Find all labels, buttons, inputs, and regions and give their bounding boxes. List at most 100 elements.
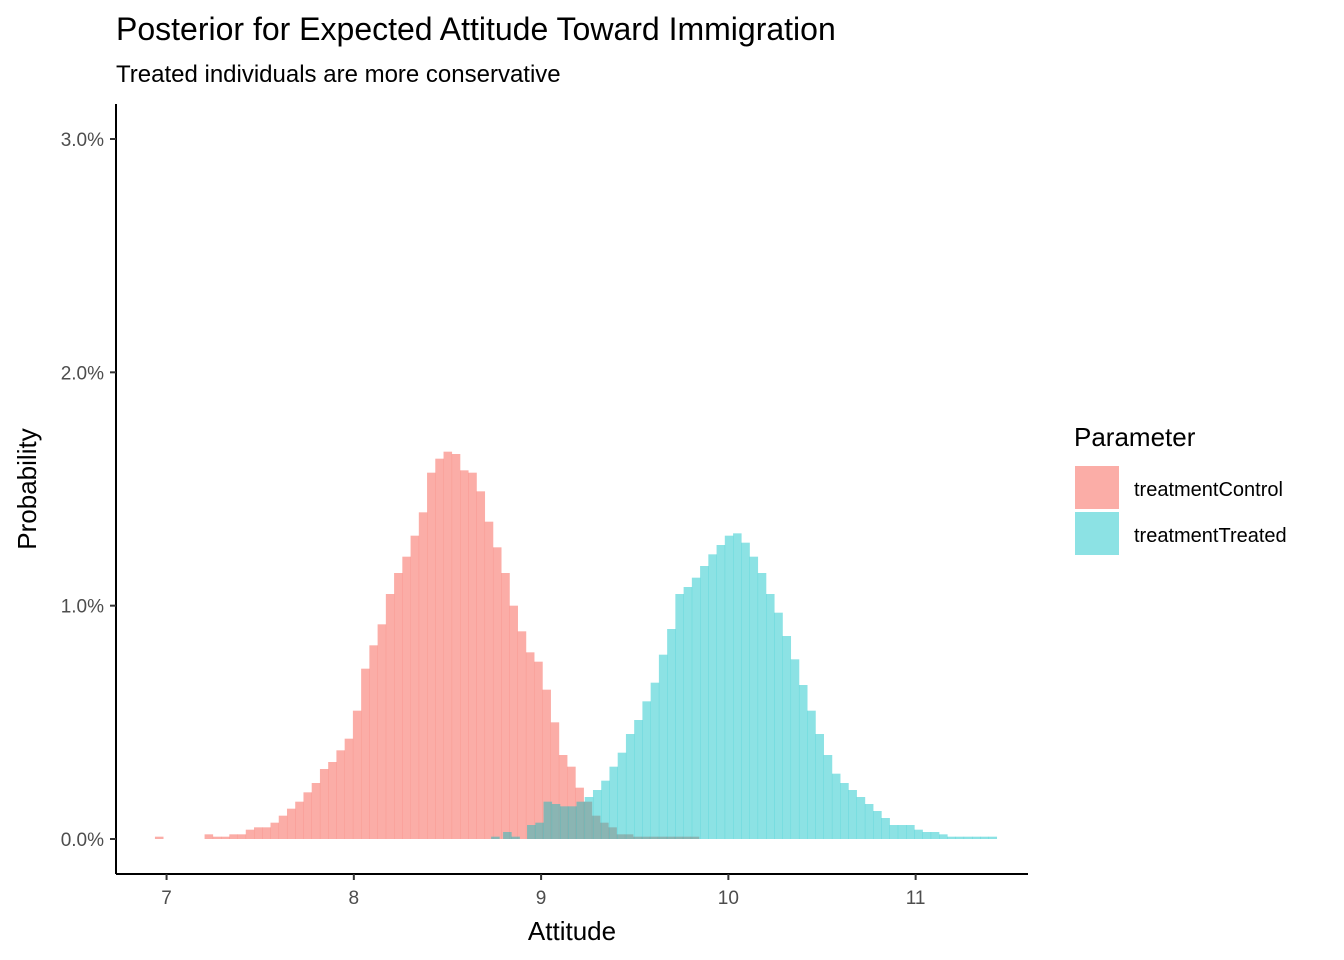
histogram-bar	[575, 787, 584, 839]
x-axis-title: Attitude	[528, 916, 616, 946]
histogram-bar	[980, 836, 989, 839]
histogram-bar	[914, 829, 923, 839]
histogram-bar	[947, 836, 956, 839]
histogram-bar	[245, 829, 255, 839]
histogram-bar	[550, 722, 560, 839]
histogram-bar	[484, 521, 494, 839]
chart-subtitle: Treated individuals are more conservativ…	[116, 61, 561, 88]
histogram-bar	[352, 710, 362, 839]
y-tick-label: 0.0%	[61, 830, 104, 851]
histogram-bar	[543, 801, 553, 839]
histogram-bar	[840, 783, 849, 839]
x-tick-label: 7	[161, 888, 172, 909]
legend-label-treatment-control: treatmentControl	[1134, 479, 1283, 501]
histogram-bar	[560, 806, 569, 839]
histogram-bar	[633, 836, 642, 839]
histogram-bar	[542, 689, 551, 839]
histogram-bar	[625, 734, 635, 839]
histogram-bar	[823, 755, 833, 839]
histogram-bar	[262, 827, 271, 839]
histogram-bar	[237, 834, 247, 839]
histogram-bar	[930, 832, 940, 839]
histogram-bar	[385, 594, 395, 839]
x-tick-label: 10	[718, 888, 739, 909]
histogram-bar	[609, 766, 618, 839]
histogram-bar	[476, 491, 486, 839]
histogram-bar	[741, 542, 750, 839]
histogram-bar	[873, 811, 882, 839]
histogram-bar	[657, 836, 667, 839]
series-treatmentControl	[154, 451, 700, 839]
histogram-bar	[889, 825, 899, 839]
x-tick-label: 9	[536, 888, 547, 909]
histogram-bar	[642, 701, 651, 839]
histogram-bar	[906, 825, 915, 839]
legend-swatch-treatment-treated	[1075, 512, 1119, 555]
histogram-bar	[427, 472, 436, 839]
histogram-bar	[691, 577, 701, 839]
histogram-bar	[567, 766, 576, 839]
histogram-bar	[782, 636, 792, 839]
histogram-bar	[509, 605, 518, 839]
histogram-bar	[757, 573, 767, 839]
x-axis-ticks: 7 8 9 10 11	[161, 874, 926, 909]
histogram-bar	[584, 797, 594, 839]
histogram-bar	[634, 720, 643, 839]
histogram-bar	[667, 629, 676, 839]
histogram-bar	[204, 834, 214, 839]
histogram-bar	[798, 685, 808, 839]
histogram-bar	[856, 797, 866, 839]
histogram-bar	[319, 769, 329, 839]
histogram-bar	[418, 512, 428, 839]
histogram-bar	[682, 836, 692, 839]
histogram-bar	[503, 832, 512, 839]
histogram-bar	[501, 573, 510, 839]
histogram-bar	[551, 804, 561, 839]
histogram-bar	[601, 780, 610, 839]
histogram-bar	[451, 454, 461, 839]
histogram-bar	[939, 834, 948, 839]
histogram-bar	[864, 804, 874, 839]
histogram-bar	[674, 836, 683, 839]
histogram-bar	[666, 836, 675, 839]
histogram-bar	[303, 792, 312, 839]
histogram-bar	[270, 822, 280, 839]
series-treatmentTreated	[491, 533, 998, 839]
histogram-bar	[807, 710, 816, 839]
histogram-bar	[576, 801, 586, 839]
histogram-bar	[558, 755, 568, 839]
histogram-bar	[286, 808, 296, 839]
histogram-bar	[525, 652, 535, 839]
histogram-bar	[683, 587, 693, 839]
histogram-bar	[527, 825, 536, 839]
histogram-bar	[617, 752, 627, 839]
histogram-bar	[608, 827, 617, 839]
histogram-bar	[815, 734, 824, 839]
histogram-bar	[336, 750, 345, 839]
histogram-bar	[278, 815, 288, 839]
histogram-bar	[591, 815, 601, 839]
histogram-bar	[511, 836, 520, 839]
histogram-bar	[690, 836, 700, 839]
histogram-bar	[311, 783, 321, 839]
y-axis-ticks: 0.0% 1.0% 2.0% 3.0%	[61, 130, 116, 851]
histogram-bar	[254, 827, 263, 839]
chart-title: Posterior for Expected Attitude Toward I…	[116, 11, 836, 47]
histogram-bar	[468, 472, 477, 839]
histogram-bar	[369, 645, 378, 839]
histogram-bar	[443, 451, 453, 839]
histogram-bar	[377, 624, 387, 839]
histogram-bar	[774, 612, 783, 839]
legend-label-treatment-treated: treatmentTreated	[1134, 525, 1287, 547]
histogram-bar	[881, 818, 890, 839]
legend-title: Parameter	[1074, 422, 1196, 452]
histogram-bar	[221, 836, 230, 839]
histogram-bar	[583, 801, 593, 839]
histogram-bar	[491, 836, 500, 839]
histogram-bar	[733, 533, 742, 839]
histogram-bar	[766, 594, 775, 839]
histogram-bar	[790, 659, 800, 839]
histogram-bar	[592, 790, 602, 839]
histogram-bar	[402, 556, 411, 839]
